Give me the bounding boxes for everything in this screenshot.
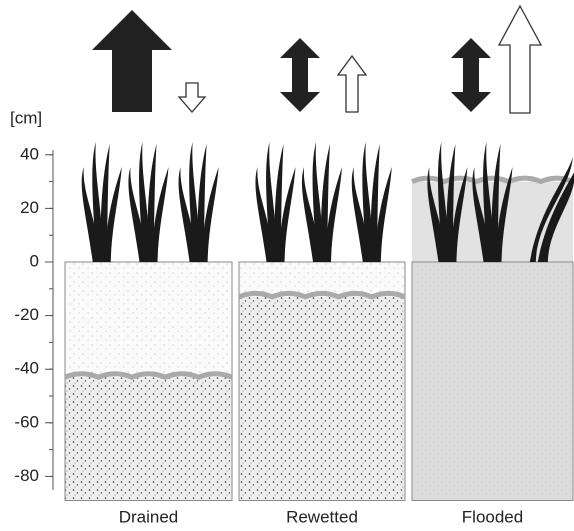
y-tick-label: -20: [14, 305, 39, 324]
y-tick-label: 0: [30, 251, 39, 270]
y-tick-label: 20: [20, 198, 39, 217]
leaf: [325, 167, 342, 262]
leaf: [351, 167, 369, 262]
leaf: [301, 167, 320, 262]
leaf: [147, 144, 157, 262]
leaf: [92, 142, 103, 262]
leaf: [255, 167, 273, 262]
leaf: [437, 142, 449, 262]
y-tick-label: 40: [20, 144, 39, 163]
panel: Drained: [64, 142, 233, 526]
leaf: [197, 144, 207, 262]
leaf: [446, 144, 456, 262]
leaf: [450, 167, 468, 262]
leaf: [491, 144, 501, 262]
leaf: [312, 142, 324, 262]
leaf: [178, 167, 196, 262]
leaf: [370, 144, 380, 262]
soil-unsaturated: [65, 262, 232, 378]
y-tick-label: -40: [14, 359, 39, 378]
leaf: [483, 142, 494, 262]
arrows: [92, 4, 543, 114]
leaf: [529, 157, 573, 262]
leaf: [139, 142, 150, 262]
water-table: [411, 175, 574, 185]
leaf: [104, 167, 122, 262]
soil: [411, 261, 574, 502]
y-tick-label: -60: [14, 412, 39, 431]
panel-label: Flooded: [462, 507, 523, 526]
panel: Rewetted: [238, 142, 406, 526]
panel-label: Drained: [119, 507, 179, 526]
leaf: [472, 167, 490, 262]
leaf: [151, 167, 169, 262]
leaf: [189, 142, 200, 262]
leaf: [100, 144, 110, 262]
leaf: [274, 144, 284, 262]
y-tick-label: -80: [14, 466, 39, 485]
water-table: [64, 371, 233, 380]
leaf: [495, 167, 513, 262]
leaf: [320, 144, 330, 262]
unit-label: [cm]: [10, 108, 42, 127]
leaf: [374, 167, 392, 262]
panel: Flooded: [411, 142, 574, 526]
leaf: [427, 167, 445, 262]
panel-label: Rewetted: [286, 507, 358, 526]
water-table: [238, 290, 406, 300]
leaf: [362, 142, 373, 262]
soil-saturated: [239, 296, 405, 501]
leaf: [266, 142, 277, 262]
soil-saturated: [65, 377, 232, 501]
leaf: [278, 167, 296, 262]
leaf: [128, 167, 146, 262]
leaf: [81, 167, 99, 262]
leaf: [541, 178, 574, 262]
leaf: [201, 167, 219, 262]
